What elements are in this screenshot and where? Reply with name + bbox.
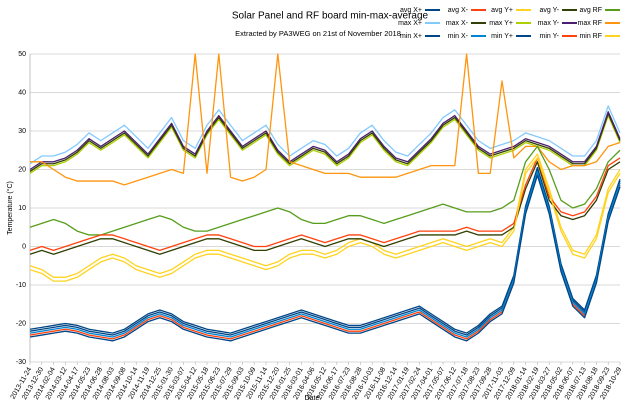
legend-label: avg X-	[448, 7, 469, 14]
y-tick-label: 0	[22, 243, 26, 250]
series-line	[29, 153, 621, 278]
legend-label: min RF	[579, 33, 602, 40]
legend-label: max X-	[446, 20, 469, 27]
legend-label: min Y-	[540, 33, 560, 40]
legend-label: min X+	[400, 33, 422, 40]
legend-label: min X-	[448, 33, 469, 40]
y-tick-label: 40	[18, 89, 26, 96]
series-line	[29, 145, 621, 236]
series-line	[29, 114, 621, 174]
y-tick-label: 50	[18, 51, 26, 58]
y-axis-label: Temperature (°C)	[6, 181, 14, 235]
series-line	[29, 105, 621, 165]
y-tick-label: 30	[18, 128, 26, 135]
legend-label: max Y-	[538, 20, 560, 27]
legend-label: avg RF	[579, 7, 602, 14]
series-line	[29, 157, 621, 282]
chart-title: Solar Panel and RF board min-max-average	[232, 11, 429, 22]
series-line	[29, 113, 621, 172]
legend-label: avg X+	[400, 7, 422, 14]
legend-label: avg Y+	[491, 7, 513, 14]
y-tick-label: 20	[18, 166, 26, 173]
legend-label: max Y+	[489, 20, 513, 27]
legend-label: max X+	[398, 20, 422, 27]
x-axis-label: Date	[305, 395, 320, 402]
legend-label: min Y+	[491, 33, 513, 40]
series-line	[29, 161, 621, 255]
y-tick-label: -30	[16, 359, 26, 366]
y-tick-label: -20	[16, 320, 26, 327]
series-line	[29, 157, 621, 251]
series-line	[30, 53, 621, 186]
legend-label: avg Y-	[540, 7, 560, 14]
y-tick-label: -10	[16, 282, 26, 289]
series-line	[29, 174, 621, 342]
legend-label: max RF	[578, 20, 603, 27]
chart-subtitle: Extracted by PA3WEG on 21st of November …	[235, 29, 401, 38]
series-line	[29, 111, 621, 171]
y-tick-label: 10	[18, 205, 26, 212]
